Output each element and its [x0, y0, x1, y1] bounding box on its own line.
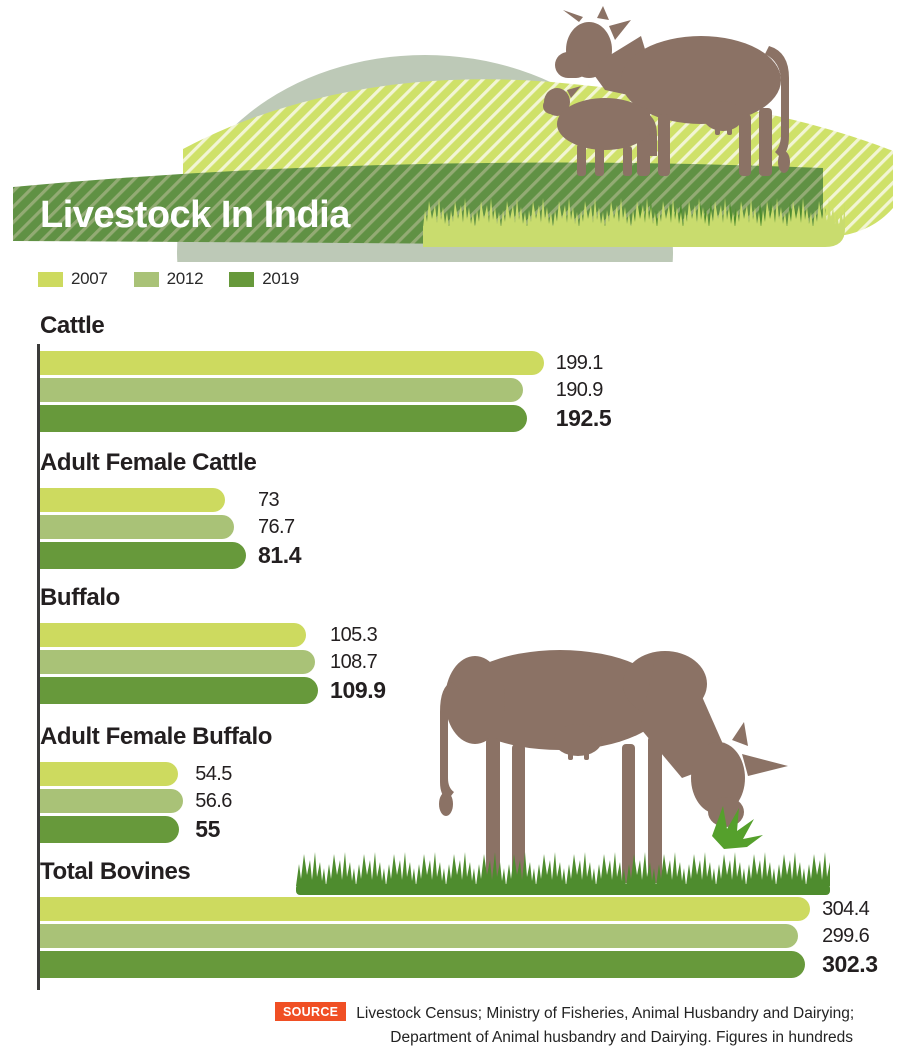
bar-value: 55 — [195, 816, 220, 842]
grass-strip — [296, 852, 830, 895]
legend-label: 2019 — [262, 269, 299, 288]
bar-value: 302.3 — [822, 951, 878, 977]
header-light-grass-base — [423, 226, 845, 247]
bar-2012 — [40, 789, 184, 813]
source-block: SOURCE Livestock Census; Ministry of Fis… — [275, 1002, 887, 1050]
bar-value: 299.6 — [822, 925, 870, 947]
bar-value: 76.7 — [257, 516, 295, 538]
bar-2007 — [40, 897, 811, 921]
bar-group-buffalo: Buffalo 105.3 108.7 109.9 — [40, 584, 898, 708]
bar-value: 54.5 — [195, 763, 232, 785]
legend-label: 2012 — [166, 269, 204, 288]
bar-2007 — [40, 762, 178, 786]
source-line-2: Department of Animal husbandry and Dairy… — [390, 1029, 853, 1047]
grazing-cow-silhouette — [439, 650, 788, 883]
bar-2007 — [40, 351, 544, 375]
bar-value: 73 — [257, 489, 280, 511]
legend-item-2007: 2007 — [38, 269, 108, 289]
bar-2019 — [40, 677, 319, 704]
bar-group-cattle: Cattle 199.1 190.9 192.5 — [40, 312, 898, 436]
bar-2019 — [40, 405, 528, 432]
group-label: Adult Female Cattle — [40, 449, 257, 476]
bar-2012 — [40, 515, 235, 539]
bar-2012 — [40, 650, 315, 674]
chart-axis-line — [37, 344, 40, 990]
group-label: Total Bovines — [40, 858, 191, 885]
bar-value: 190.9 — [555, 379, 604, 401]
bar-value: 192.5 — [555, 405, 612, 431]
bar-value: 81.4 — [257, 542, 302, 568]
bar-group-adult-female-buffalo: Adult Female Buffalo 54.5 56.6 55 — [40, 723, 898, 847]
legend-item-2019: 2019 — [229, 269, 299, 289]
bar-2007 — [40, 623, 307, 647]
header-illustration — [13, 6, 893, 262]
bar-2019 — [40, 816, 180, 843]
legend-swatch — [229, 271, 255, 287]
bar-value: 109.9 — [330, 677, 386, 703]
bar-value: 108.7 — [330, 651, 378, 673]
bar-2012 — [40, 378, 523, 402]
legend-swatch — [133, 271, 159, 287]
grass-bite — [712, 806, 763, 849]
legend-item-2012: 2012 — [133, 269, 204, 289]
source-line-1: Livestock Census; Ministry of Fisheries,… — [356, 1005, 855, 1022]
source-badge: SOURCE — [275, 1002, 347, 1021]
group-label: Buffalo — [40, 584, 120, 611]
bar-value: 56.6 — [195, 790, 232, 812]
bar-value: 105.3 — [330, 624, 378, 646]
header-light-grass-tufts — [423, 198, 845, 228]
legend: 2007 2012 2019 — [38, 269, 299, 289]
legend-label: 2007 — [71, 269, 108, 288]
bar-value: 304.4 — [822, 898, 870, 920]
group-label: Adult Female Buffalo — [40, 723, 273, 750]
standing-cow-silhouette — [555, 6, 790, 176]
group-label: Cattle — [40, 312, 105, 339]
calf-silhouette — [543, 86, 657, 176]
page-title: Livestock In India — [40, 194, 350, 236]
bar-group-adult-female-cattle: Adult Female Cattle 73 76.7 81.4 — [40, 449, 898, 573]
bar-group-total-bovines: Total Bovines 304.4 299.6 302.3 — [40, 858, 898, 982]
legend-swatch — [38, 271, 63, 287]
bar-2007 — [40, 488, 225, 512]
bar-2012 — [40, 924, 798, 948]
bar-2019 — [40, 542, 246, 569]
source-text: Livestock Census; Ministry of Fisheries,… — [356, 1002, 887, 1050]
bar-value: 199.1 — [555, 352, 604, 374]
bar-2019 — [40, 951, 805, 978]
